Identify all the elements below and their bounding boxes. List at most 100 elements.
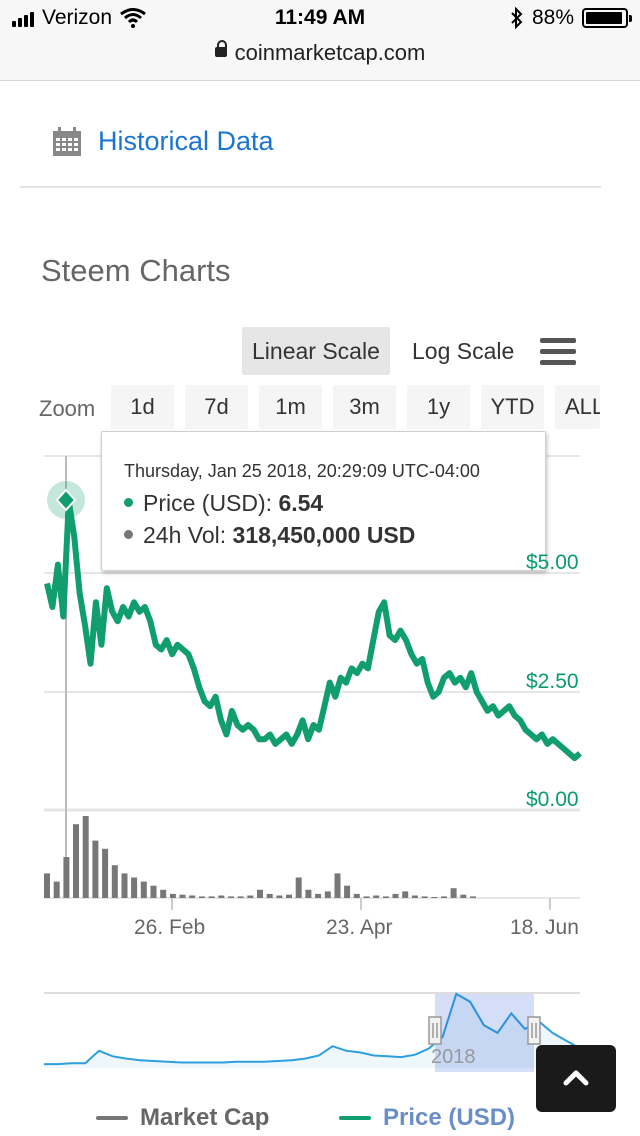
volume-bar bbox=[450, 888, 457, 898]
chevron-up-icon bbox=[563, 1070, 589, 1086]
zoom-1d-button[interactable]: 1d bbox=[111, 385, 174, 429]
volume-bar bbox=[402, 891, 409, 898]
scroll-to-top-button[interactable] bbox=[536, 1045, 616, 1112]
price-dot-icon bbox=[124, 498, 133, 508]
legend-marketcap-swatch bbox=[96, 1116, 128, 1120]
chart-tooltip: Thursday, Jan 25 2018, 20:29:09 UTC-04:0… bbox=[101, 431, 546, 571]
carrier-name: Verizon bbox=[42, 6, 113, 29]
lock-icon bbox=[214, 40, 227, 58]
zoom-all-button[interactable]: ALL bbox=[555, 385, 600, 429]
signal-icon bbox=[12, 9, 34, 27]
navigator-selection[interactable] bbox=[435, 994, 534, 1072]
volume-bar bbox=[266, 893, 273, 898]
volume-bar bbox=[73, 824, 79, 898]
volume-bar bbox=[411, 895, 418, 898]
zoom-1m-button[interactable]: 1m bbox=[259, 385, 322, 429]
volume-bar bbox=[228, 896, 234, 898]
y-tick-label: $0.00 bbox=[526, 788, 579, 811]
volume-bar bbox=[363, 896, 370, 898]
calendar-icon bbox=[53, 126, 81, 156]
zoom-ytd-button[interactable]: YTD bbox=[481, 385, 544, 429]
volume-bar bbox=[373, 895, 380, 898]
y-tick-label: $2.50 bbox=[526, 670, 579, 693]
volume-bar bbox=[198, 896, 205, 898]
status-bar: Verizon 11:49 AM 88% coinmarketcap.com bbox=[0, 0, 640, 81]
legend-marketcap-label: Market Cap bbox=[140, 1104, 270, 1131]
price-chart[interactable]: 2018 bbox=[0, 420, 640, 1120]
volume-bar bbox=[470, 896, 476, 898]
volume-bar bbox=[218, 895, 225, 898]
volume-bar bbox=[82, 816, 89, 898]
volume-bar bbox=[295, 877, 302, 898]
volume-bar bbox=[305, 889, 312, 898]
hover-marker bbox=[55, 488, 77, 512]
volume-bar bbox=[169, 893, 176, 898]
historical-data-label: Historical Data bbox=[98, 126, 274, 156]
volume-bar bbox=[324, 891, 331, 898]
navigator[interactable]: 2018 bbox=[44, 992, 581, 1072]
volume-bar bbox=[344, 885, 351, 898]
volume-bar bbox=[237, 896, 244, 898]
volume-bar bbox=[257, 889, 263, 898]
volume-bar bbox=[179, 894, 186, 898]
y-tick-label: $5.00 bbox=[526, 551, 579, 574]
url-text: coinmarketcap.com bbox=[234, 40, 426, 65]
volume-bar bbox=[150, 885, 157, 898]
volume-bar bbox=[334, 873, 341, 898]
volume-bar bbox=[140, 881, 147, 898]
legend-price[interactable]: Price (USD) bbox=[339, 1104, 515, 1132]
status-time: 11:49 AM bbox=[274, 6, 366, 29]
zoom-3m-button[interactable]: 3m bbox=[333, 385, 396, 429]
bluetooth-icon bbox=[511, 7, 523, 29]
battery-percent: 88% bbox=[531, 6, 574, 29]
zoom-label: Zoom bbox=[39, 396, 96, 421]
volume-bar bbox=[63, 857, 70, 898]
volume-bar bbox=[53, 881, 60, 898]
log-scale-button[interactable]: Log Scale bbox=[412, 338, 515, 364]
price-series-line bbox=[44, 498, 582, 762]
volume-bar bbox=[392, 893, 399, 898]
volume-bar bbox=[208, 896, 215, 898]
zoom-7d-button[interactable]: 7d bbox=[185, 385, 248, 429]
zoom-1y-button[interactable]: 1y bbox=[407, 385, 470, 429]
volume-bar bbox=[189, 895, 196, 898]
volume-bar bbox=[353, 893, 360, 898]
legend-marketcap[interactable]: Market Cap bbox=[96, 1104, 269, 1132]
volume-bar bbox=[247, 895, 254, 898]
navigator-line bbox=[44, 992, 581, 1066]
volume-bar bbox=[382, 896, 389, 898]
tooltip-price-value: 6.54 bbox=[278, 490, 324, 516]
carrier: Verizon bbox=[12, 6, 146, 30]
hamburger-menu-icon[interactable] bbox=[540, 338, 576, 366]
volume-dot-icon bbox=[124, 530, 133, 540]
tooltip-volume-value: 318,450,000 USD bbox=[232, 522, 416, 548]
volume-bar bbox=[315, 893, 322, 898]
tooltip-date: Thursday, Jan 25 2018, 20:29:09 UTC-04:0… bbox=[124, 461, 480, 481]
chart-title: Steem Charts bbox=[41, 253, 231, 288]
x-tick-label: 23. Apr bbox=[326, 916, 393, 939]
volume-bar bbox=[44, 873, 50, 898]
volume-bar bbox=[121, 873, 128, 898]
chart-legend: Market Cap Price (USD) bbox=[0, 1104, 640, 1136]
navigator-handle-left[interactable] bbox=[428, 1016, 442, 1045]
volume-bar bbox=[102, 848, 109, 898]
divider bbox=[20, 186, 601, 188]
historical-data-link[interactable]: Historical Data bbox=[52, 126, 274, 157]
volume-bar bbox=[441, 896, 447, 898]
wifi-icon bbox=[120, 8, 146, 28]
tooltip-price-row: Price (USD): 6.54 bbox=[124, 490, 323, 517]
volume-bar bbox=[431, 897, 438, 898]
tooltip-price-label: Price (USD): bbox=[143, 490, 279, 516]
battery-icon bbox=[582, 8, 632, 28]
navigator-year-label: 2018 bbox=[431, 1046, 476, 1068]
volume-bar bbox=[131, 877, 138, 898]
volume-bar bbox=[421, 896, 428, 898]
linear-scale-button[interactable]: Linear Scale bbox=[242, 327, 390, 375]
navigator-handle-right[interactable] bbox=[527, 1016, 541, 1045]
tooltip-volume-label: 24h Vol: bbox=[143, 522, 233, 548]
volume-bar bbox=[160, 889, 167, 898]
address-bar[interactable]: coinmarketcap.com bbox=[0, 40, 640, 66]
volume-bar bbox=[92, 840, 99, 898]
navigator-area bbox=[44, 993, 580, 1068]
volume-bar bbox=[460, 894, 467, 898]
